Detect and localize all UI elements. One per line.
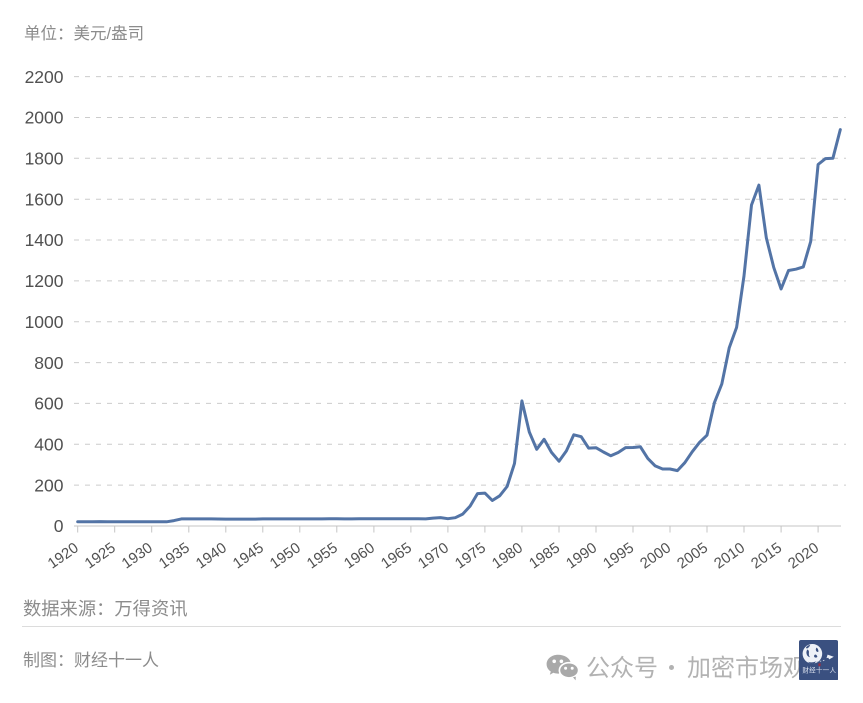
svg-text:1990: 1990 <box>563 539 600 572</box>
svg-text:1940: 1940 <box>193 539 230 572</box>
svg-text:1400: 1400 <box>25 230 64 250</box>
svg-text:1000: 1000 <box>25 312 64 332</box>
svg-text:1930: 1930 <box>119 539 156 572</box>
svg-text:1935: 1935 <box>156 539 193 572</box>
svg-text:1800: 1800 <box>25 149 64 169</box>
svg-text:1955: 1955 <box>304 539 341 572</box>
svg-text:2000: 2000 <box>25 108 64 128</box>
svg-text:2020: 2020 <box>785 539 822 572</box>
svg-text:1200: 1200 <box>25 271 64 291</box>
svg-text:1950: 1950 <box>267 539 304 572</box>
svg-text:1965: 1965 <box>378 539 415 572</box>
svg-text:200: 200 <box>34 475 63 495</box>
svg-text:2000: 2000 <box>637 539 674 572</box>
svg-text:1985: 1985 <box>526 539 563 572</box>
svg-text:1945: 1945 <box>230 539 267 572</box>
svg-text:400: 400 <box>34 435 63 455</box>
svg-text:1995: 1995 <box>600 539 637 572</box>
svg-text:2015: 2015 <box>748 539 785 572</box>
svg-text:2010: 2010 <box>711 539 748 572</box>
svg-text:1980: 1980 <box>489 539 526 572</box>
svg-text:2200: 2200 <box>25 67 64 87</box>
svg-text:600: 600 <box>34 394 63 414</box>
svg-text:1600: 1600 <box>25 189 64 209</box>
svg-text:财经十一人: 财经十一人 <box>803 665 837 674</box>
svg-text:800: 800 <box>34 353 63 373</box>
svg-text:1975: 1975 <box>452 539 489 572</box>
svg-text:2005: 2005 <box>674 539 711 572</box>
svg-text:1920: 1920 <box>45 539 82 572</box>
svg-text:1970: 1970 <box>415 539 452 572</box>
svg-text:1925: 1925 <box>82 539 119 572</box>
svg-text:0: 0 <box>54 516 64 536</box>
svg-text:1960: 1960 <box>341 539 378 572</box>
